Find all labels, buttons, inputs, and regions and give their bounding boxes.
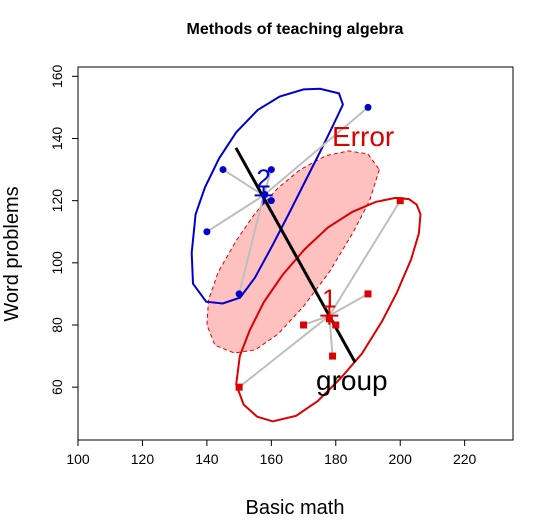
segment-group-1-1: [328, 293, 369, 317]
points-layer: [203, 103, 404, 391]
point-group-2-0: [364, 103, 372, 111]
segment-group-1-6: [238, 314, 330, 388]
ellipse-group-1: [235, 196, 422, 423]
y-axis-title: Word problems: [1, 186, 23, 321]
y-tick-label-2: 100: [49, 251, 65, 275]
segment-group-1-4: [303, 314, 330, 326]
point-group-1-0: [396, 197, 404, 205]
x-tick-label-2: 140: [195, 451, 219, 467]
y-tick-label-5: 160: [49, 64, 65, 88]
point-group-1-4: [300, 321, 308, 329]
x-tick-label-1: 120: [131, 451, 155, 467]
axes-layer: 100 120 140 160 180 200 220 60 80 100 120 140 160: [49, 64, 477, 467]
y-tick-label-3: 120: [49, 189, 65, 213]
segment-group-2-5: [206, 194, 265, 233]
point-group-2-2: [267, 166, 275, 174]
x-tick-label-0: 100: [66, 451, 90, 467]
group-label-1: 1: [322, 284, 336, 314]
group-line-label: group: [316, 365, 388, 396]
point-group-1-5: [329, 352, 337, 360]
point-group-2-6: [235, 290, 243, 298]
point-group-1-6: [235, 383, 243, 391]
segment-group-1-0: [328, 200, 402, 317]
x-tick-label-5: 200: [389, 451, 413, 467]
point-group-1-1: [364, 290, 372, 298]
point-group-2-4: [267, 197, 275, 205]
point-group-1-3: [332, 321, 340, 329]
segment-group-2-1: [222, 168, 265, 197]
labels-layer: 2 1 Error group: [254, 121, 394, 396]
x-tick-label-3: 160: [260, 451, 284, 467]
ellipse-group-2: [190, 87, 344, 305]
segment-group-2-0: [262, 106, 369, 197]
plot-frame: [77, 66, 514, 441]
segment-group-2-6: [238, 195, 265, 295]
chart-title: Methods of teaching algebra: [187, 21, 404, 38]
y-tick-label-0: 60: [49, 379, 65, 395]
y-tick-label-4: 140: [49, 127, 65, 151]
group-label-2: 2: [256, 163, 270, 193]
x-axis-title: Basic math: [246, 497, 345, 519]
x-tick-label-6: 220: [453, 451, 477, 467]
x-tick-label-4: 180: [324, 451, 348, 467]
y-tick-label-1: 80: [49, 317, 65, 333]
point-group-2-5: [203, 228, 211, 236]
point-group-2-1: [219, 166, 227, 174]
error-label: Error: [332, 121, 394, 152]
